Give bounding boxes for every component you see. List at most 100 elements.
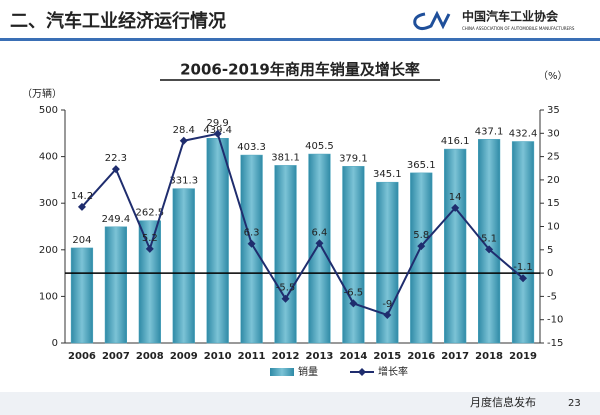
x-tick-label: 2012: [272, 351, 300, 362]
growth-marker: [213, 129, 222, 138]
growth-line: [81, 132, 524, 317]
y2-tick-label: -5: [547, 291, 557, 302]
growth-value-label: 6.3: [244, 228, 260, 239]
growth-value-label: -5.5: [276, 283, 296, 294]
growth-value-label: -6.5: [344, 287, 364, 298]
growth-value-label: 5.8: [413, 230, 429, 241]
bar: [478, 139, 501, 344]
bar: [444, 148, 467, 344]
y2-tick-label: -15: [547, 338, 563, 349]
y-tick-label: 0: [52, 338, 58, 349]
y-axis-label: （万辆）: [22, 87, 62, 100]
x-tick-label: 2017: [441, 351, 469, 362]
x-tick-label: 2007: [102, 351, 130, 362]
logo-subtitle: CHINA ASSOCIATION OF AUTOMOBILE MANUFACT…: [462, 26, 575, 31]
bar-value-label: 365.1: [407, 160, 436, 171]
growth-marker: [315, 239, 324, 248]
y-tick-label: 300: [39, 198, 58, 209]
slide-title: 二、汽车工业经济运行情况: [10, 10, 226, 32]
bar: [308, 153, 331, 344]
logo-name: 中国汽车工业协会: [462, 9, 559, 24]
bar: [240, 154, 263, 344]
x-tick-label: 2011: [238, 351, 266, 362]
growth-value-label: 22.3: [105, 153, 127, 164]
bar-value-label: 381.1: [271, 152, 300, 163]
x-tick-label: 2013: [306, 351, 334, 362]
growth-marker: [247, 239, 256, 248]
growth-marker: [451, 203, 460, 212]
bar: [138, 220, 161, 344]
growth-marker: [179, 136, 188, 145]
y2-tick-label: 15: [547, 198, 560, 209]
bar: [342, 166, 365, 344]
bar-value-label: 249.4: [102, 214, 131, 225]
bar-value-label: 379.1: [339, 153, 368, 164]
growth-value-label: -9: [382, 299, 392, 310]
growth-value-label: 6.4: [312, 227, 328, 238]
bar-value-label: 204: [72, 235, 91, 246]
growth-value-label: 14.2: [71, 191, 93, 202]
page-number: 23: [568, 398, 581, 409]
bar-value-label: 262.5: [136, 208, 165, 219]
logo-mark: [413, 10, 451, 31]
growth-marker: [349, 299, 358, 308]
bar: [70, 247, 94, 344]
growth-value-label: 14: [449, 192, 462, 203]
y-tick-label: 100: [39, 291, 58, 302]
bar-value-label: 432.4: [509, 129, 538, 140]
bar-value-label: 331.3: [169, 176, 198, 187]
y2-tick-label: 0: [547, 268, 553, 279]
x-tick-label: 2008: [136, 351, 164, 362]
bar-value-label: 405.5: [305, 141, 334, 152]
bar: [104, 226, 127, 344]
y2-tick-label: 20: [547, 175, 560, 186]
legend-swatch: [270, 368, 294, 376]
y-tick-label: 400: [39, 152, 58, 163]
growth-value-label: 5.2: [142, 233, 158, 244]
growth-marker: [485, 245, 494, 254]
growth-marker: [281, 294, 290, 303]
x-tick-label: 2019: [509, 351, 537, 362]
x-tick-label: 2015: [373, 351, 401, 362]
bar: [511, 141, 535, 344]
bar-value-label: 403.3: [237, 142, 266, 153]
growth-marker: [145, 244, 154, 253]
bar: [410, 172, 433, 344]
y2-tick-label: 10: [547, 222, 560, 233]
footer-text: 月度信息发布: [470, 395, 536, 409]
legend-label: 销量: [298, 365, 318, 378]
bar: [274, 165, 297, 344]
growth-value-label: 5.1: [481, 233, 497, 244]
x-tick-label: 2006: [68, 351, 96, 362]
growth-marker: [417, 242, 426, 251]
y2-tick-label: 5: [547, 245, 553, 256]
growth-value-label: 28.4: [173, 125, 195, 136]
growth-value-label: -1.1: [513, 262, 533, 273]
growth-value-label: 29.9: [207, 118, 229, 129]
header-rule: [0, 38, 600, 41]
y-tick-label: 500: [39, 105, 58, 116]
bar-value-label: 345.1: [373, 169, 402, 180]
x-tick-label: 2018: [475, 351, 503, 362]
x-tick-label: 2014: [339, 351, 367, 362]
x-tick-label: 2009: [170, 351, 198, 362]
growth-marker: [519, 274, 528, 283]
bar: [206, 137, 229, 344]
bar-value-label: 437.1: [475, 126, 504, 137]
growth-marker: [111, 165, 120, 174]
y2-axis-label: （%）: [538, 70, 568, 82]
y2-tick-label: 25: [547, 152, 560, 163]
footer-band: [0, 392, 600, 415]
bar: [172, 188, 195, 344]
growth-marker: [383, 311, 392, 320]
y-tick-label: 200: [39, 245, 58, 256]
x-tick-label: 2010: [204, 351, 232, 362]
chart-title: 2006-2019年商用车销量及增长率: [180, 61, 420, 79]
x-tick-label: 2016: [407, 351, 435, 362]
y2-tick-label: 35: [547, 105, 560, 116]
legend-label: 增长率: [378, 365, 408, 378]
y2-tick-label: -10: [547, 315, 563, 326]
y2-tick-label: 30: [547, 128, 560, 139]
legend-marker: [358, 368, 366, 376]
